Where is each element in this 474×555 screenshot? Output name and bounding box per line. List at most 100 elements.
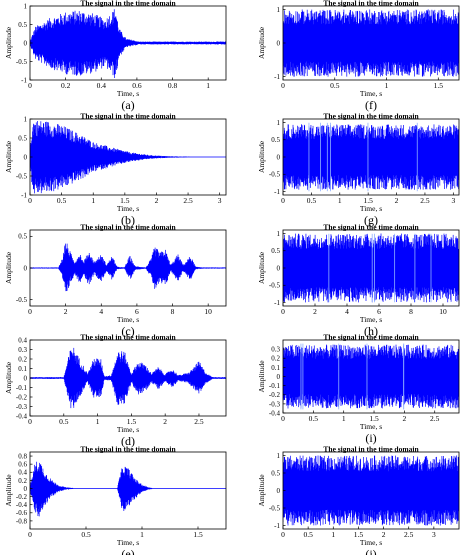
chart-panel-i: 0 0.5 1 1.5 2 2.5-0.4-0.3-0.2-0.100.10.20.3Th… bbox=[257, 333, 460, 445]
y-axis-label: Amplitude bbox=[257, 360, 266, 393]
y-tick-label: -0.4 bbox=[269, 409, 281, 417]
x-tick-label: 1.5 bbox=[354, 530, 364, 539]
signal-trace-j bbox=[283, 455, 459, 526]
signal-trace-d bbox=[30, 347, 226, 409]
x-tick-label: 8 bbox=[171, 307, 175, 316]
x-tick-label: 1 bbox=[342, 414, 346, 423]
x-axis-label: Time, s bbox=[360, 538, 382, 547]
chart-panel-e: 0 0.5 1 1.5-0.8-0.6-0.4-0.200.20.40.60.8The… bbox=[4, 445, 227, 555]
y-axis-label: Amplitude bbox=[4, 26, 13, 59]
panel-label: (c) bbox=[121, 324, 134, 338]
x-axis-label: Time, s bbox=[117, 425, 139, 434]
x-tick-label: 2 bbox=[403, 414, 407, 423]
x-tick-label: 2.5 bbox=[430, 414, 440, 423]
y-tick-label: -1 bbox=[21, 76, 27, 84]
x-tick-label: 2.5 bbox=[183, 196, 193, 205]
y-axis-label: Amplitude bbox=[4, 140, 13, 173]
y-tick-label: 0.5 bbox=[271, 136, 280, 144]
signal-trace-b bbox=[30, 120, 226, 194]
chart-panel-b: 0 0.5 1 1.5 2 2.5 3 -1 -0.5 0 0.5 1 The signal in th… bbox=[4, 112, 227, 227]
x-tick-label: 1.5 bbox=[369, 414, 379, 423]
x-tick-label: 1.5 bbox=[193, 530, 203, 539]
y-tick-label: 1 bbox=[24, 115, 28, 123]
x-tick-label: 0.5 bbox=[307, 196, 317, 205]
chart-panel-h: 0 2 4 6 8 10 -1 -0.5 0 0.5 1 The signal in the time… bbox=[257, 223, 460, 338]
panel-label: (b) bbox=[121, 213, 135, 227]
x-tick-label: 1.5 bbox=[127, 417, 137, 426]
x-tick-label: 0.5 bbox=[81, 530, 91, 539]
y-tick-label: -0.4 bbox=[16, 412, 28, 420]
x-tick-label: 1 bbox=[331, 530, 335, 539]
y-tick-label: -0.5 bbox=[16, 58, 28, 66]
y-tick-label: 1 bbox=[24, 2, 28, 10]
panel-label: (e) bbox=[121, 547, 134, 555]
y-axis-label: Amplitude bbox=[257, 474, 266, 507]
x-tick-label: 1 bbox=[206, 81, 210, 90]
y-tick-label: -0.4 bbox=[16, 501, 28, 509]
signal-trace-i bbox=[283, 343, 459, 410]
x-axis-label: Time, s bbox=[117, 89, 139, 98]
chart-panel-g: 0 0.5 1 1.5 2 2.5 3 -1 -0.5 0 0.5 1 The signal in th… bbox=[257, 112, 460, 227]
x-tick-label: 6 bbox=[377, 307, 381, 316]
y-tick-label: 0.5 bbox=[18, 21, 27, 29]
x-tick-label: 1 bbox=[140, 530, 144, 539]
x-tick-label: 8 bbox=[409, 307, 413, 316]
y-tick-label: -0.1 bbox=[16, 384, 28, 392]
chart-title: The signal in the time domain bbox=[323, 112, 419, 121]
y-tick-label: 0.5 bbox=[271, 469, 280, 477]
y-tick-label: 0 bbox=[277, 373, 281, 381]
x-axis-label: Time, s bbox=[360, 204, 382, 213]
x-tick-label: 0 bbox=[28, 196, 32, 205]
y-tick-label: 0 bbox=[277, 153, 281, 161]
chart-title: The signal in the time domain bbox=[323, 445, 419, 454]
y-tick-label: -0.8 bbox=[16, 517, 28, 525]
x-tick-label: 1 bbox=[338, 196, 342, 205]
y-axis-label: Amplitude bbox=[4, 361, 13, 394]
x-tick-label: 2.5 bbox=[404, 530, 414, 539]
y-tick-label: 1 bbox=[277, 6, 281, 14]
x-tick-label: 0.4 bbox=[97, 81, 107, 90]
panel-label: (j) bbox=[365, 547, 376, 555]
x-tick-label: 0.2 bbox=[61, 81, 71, 90]
y-tick-label: 0 bbox=[277, 487, 281, 495]
y-tick-label: -1 bbox=[274, 522, 280, 530]
panel-label: (a) bbox=[121, 98, 134, 112]
y-tick-label: -0.5 bbox=[269, 282, 281, 290]
x-tick-label: 6 bbox=[135, 307, 139, 316]
chart-panel-d: 0 0.5 1 1.5 2 2.5-0.4-0.3-0.2-0.100.10.20.30.… bbox=[4, 333, 227, 448]
x-tick-label: 4 bbox=[99, 307, 103, 316]
y-axis-label: Amplitude bbox=[257, 26, 266, 59]
panel-label: (f) bbox=[365, 98, 377, 112]
y-tick-label: 0.3 bbox=[271, 346, 280, 354]
y-tick-label: 1 bbox=[277, 119, 281, 127]
x-axis-label: Time, s bbox=[117, 315, 139, 324]
x-tick-label: 1 bbox=[91, 196, 95, 205]
y-tick-label: -1 bbox=[274, 299, 280, 307]
y-tick-label: 0.4 bbox=[18, 469, 27, 477]
x-axis-label: Time, s bbox=[360, 89, 382, 98]
chart-title: The signal in the time domain bbox=[80, 223, 176, 232]
x-axis-label: Time, s bbox=[117, 204, 139, 213]
y-tick-label: -0.2 bbox=[16, 393, 28, 401]
x-tick-label: 1.5 bbox=[363, 196, 373, 205]
x-tick-label: 3 bbox=[451, 196, 455, 205]
y-tick-label: 0.4 bbox=[18, 336, 27, 344]
x-tick-label: 0.6 bbox=[132, 81, 142, 90]
chart-title: The signal in the time domain bbox=[80, 0, 176, 8]
x-tick-label: 0 bbox=[281, 196, 285, 205]
x-tick-label: 2 bbox=[313, 307, 317, 316]
y-tick-label: -1 bbox=[274, 73, 280, 81]
x-axis-label: Time, s bbox=[117, 538, 139, 547]
y-axis-label: Amplitude bbox=[4, 474, 13, 507]
x-tick-label: 0 bbox=[28, 307, 32, 316]
x-tick-label: 3 bbox=[218, 196, 222, 205]
signal-trace-g bbox=[283, 122, 459, 192]
y-tick-label: 0.3 bbox=[18, 346, 27, 354]
panel-label: (d) bbox=[121, 434, 135, 448]
panel-label: (g) bbox=[364, 213, 378, 227]
y-tick-label: 0.1 bbox=[18, 365, 27, 373]
y-tick-label: 0.5 bbox=[271, 247, 280, 255]
